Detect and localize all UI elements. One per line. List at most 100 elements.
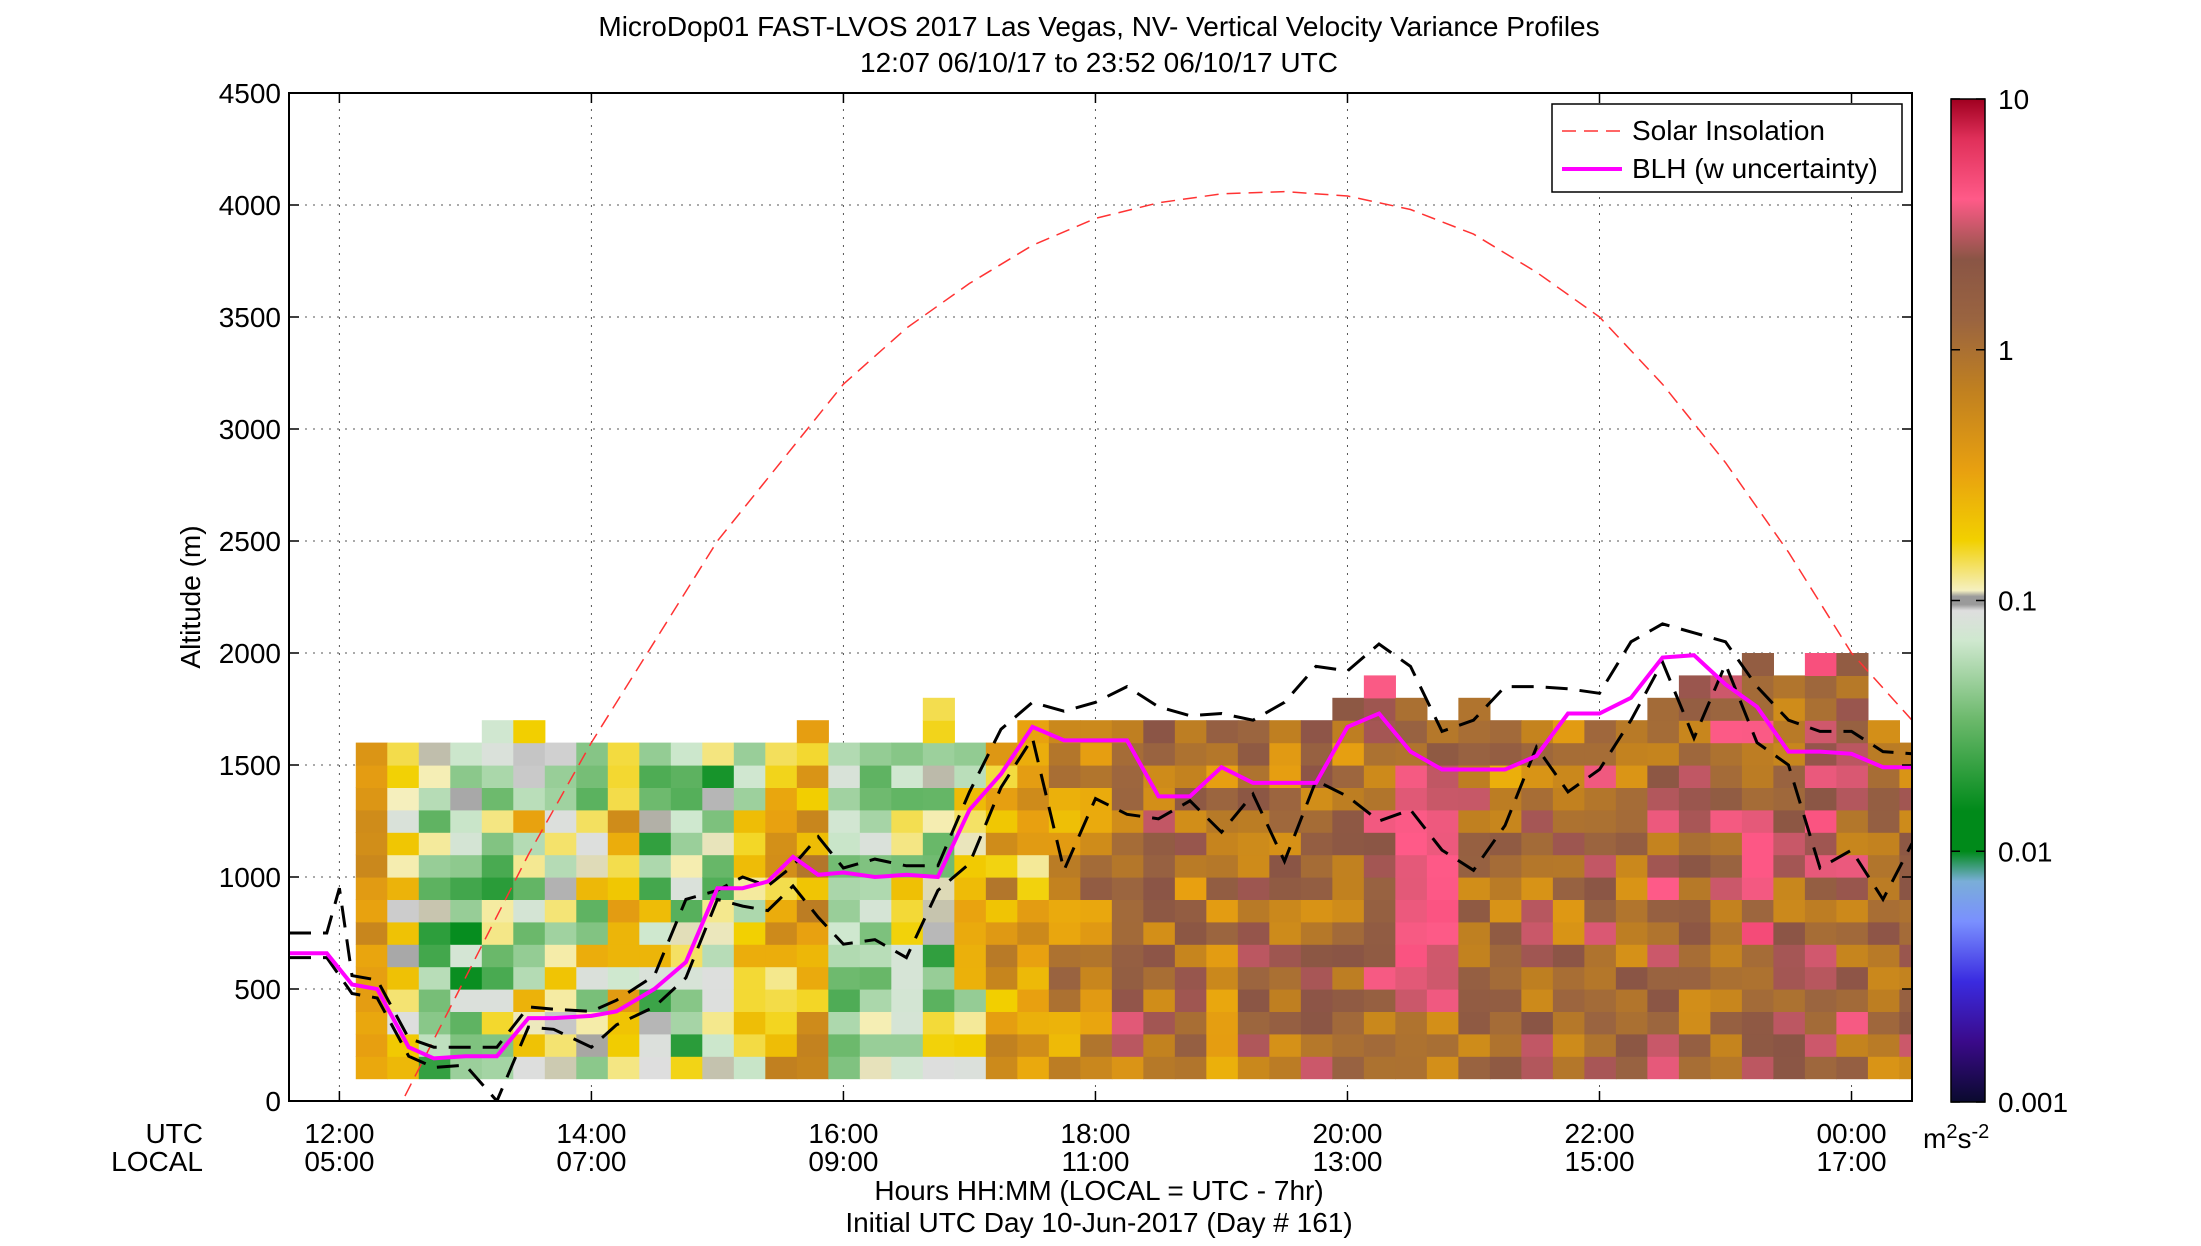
heatmap-cell — [1584, 787, 1617, 811]
heatmap-cell — [1552, 787, 1585, 811]
heatmap-cell — [355, 899, 388, 923]
heatmap-cell — [2088, 810, 2120, 833]
heatmap-cell — [1647, 921, 1680, 945]
colorbar-tick-label: 1 — [1998, 335, 2014, 366]
heatmap-cell — [1741, 787, 1774, 811]
heatmap-cell — [2183, 989, 2201, 1012]
heatmap-cell — [1426, 966, 1459, 990]
heatmap-cell — [828, 989, 861, 1012]
heatmap-cell — [1899, 854, 1912, 878]
heatmap-cell — [450, 787, 483, 811]
heatmap-cell — [859, 809, 892, 833]
heatmap-cell — [1615, 899, 1648, 923]
heatmap-cell — [1143, 877, 1176, 900]
heatmap-cell — [1552, 1033, 1585, 1057]
heatmap-cell — [544, 989, 577, 1012]
heatmap-cell — [1773, 720, 1806, 744]
heatmap-cell — [513, 787, 546, 811]
heatmap-cell — [891, 989, 924, 1012]
heatmap-cell — [1773, 921, 1806, 945]
heatmap-cell — [1489, 854, 1522, 878]
heatmap-cell — [2025, 922, 2057, 945]
heatmap-cell — [418, 809, 451, 833]
heatmap-cell — [702, 742, 735, 766]
heatmap-cell — [1994, 899, 2026, 922]
heatmap-cell — [1458, 944, 1491, 968]
heatmap-cell — [1300, 966, 1333, 990]
heatmap-cell — [1678, 765, 1711, 788]
heatmap-cell — [1111, 1033, 1144, 1057]
y-tick-label: 3500 — [219, 302, 281, 333]
heatmap-cell — [985, 989, 1018, 1012]
heatmap-cell — [796, 720, 829, 744]
heatmap-cell — [985, 1011, 1018, 1035]
heatmap-cell — [1017, 809, 1050, 833]
heatmap-cell — [1111, 944, 1144, 968]
heatmap-cell — [828, 787, 861, 811]
heatmap-cell — [1584, 877, 1617, 900]
heatmap-cell — [2120, 810, 2152, 833]
heatmap-cell — [1867, 1033, 1900, 1057]
heatmap-cell — [1017, 944, 1050, 968]
heatmap-cell — [891, 877, 924, 900]
heatmap-cell — [1994, 675, 2026, 698]
heatmap-cell — [1710, 944, 1743, 968]
heatmap-cell — [1647, 697, 1680, 721]
heatmap-cell — [2151, 720, 2183, 743]
heatmap-cell — [607, 742, 640, 766]
heatmap-cell — [1521, 832, 1554, 856]
heatmap-cell — [702, 1033, 735, 1057]
heatmap-cell — [576, 787, 609, 811]
heatmap-cell — [639, 921, 672, 945]
heatmap-cell — [1899, 877, 1912, 900]
heatmap-cell — [1773, 899, 1806, 923]
heatmap-cell — [765, 1056, 798, 1080]
heatmap-cell — [2183, 1056, 2201, 1079]
heatmap-cell — [2183, 944, 2201, 967]
heatmap-cell — [1773, 1011, 1806, 1035]
heatmap-cell — [1426, 899, 1459, 923]
heatmap-cell — [1237, 877, 1270, 900]
heatmap-cell — [922, 742, 955, 766]
heatmap-cell — [576, 877, 609, 900]
heatmap-cell — [1552, 989, 1585, 1012]
heatmap-cell — [1269, 877, 1302, 900]
heatmap-cell — [1363, 877, 1396, 900]
heatmap-cell — [513, 720, 546, 744]
heatmap-cell — [1867, 720, 1900, 744]
heatmap-cell — [1994, 810, 2026, 833]
heatmap-cell — [2088, 877, 2120, 900]
heatmap-cell — [1867, 944, 1900, 968]
heatmap-cell — [1017, 877, 1050, 900]
heatmap-cell — [859, 832, 892, 856]
heatmap-cell — [1080, 877, 1113, 900]
heatmap-cell — [1994, 743, 2026, 766]
heatmap-cell — [1647, 989, 1680, 1012]
heatmap-cell — [1489, 944, 1522, 968]
heatmap-cell — [2151, 989, 2183, 1012]
heatmap-cell — [1678, 921, 1711, 945]
heatmap-cell — [2183, 765, 2201, 788]
heatmap-cell — [1048, 787, 1081, 811]
heatmap-cell — [639, 809, 672, 833]
heatmap-cell — [796, 1033, 829, 1057]
heatmap-cell — [2183, 810, 2201, 833]
heatmap-cell — [576, 989, 609, 1012]
heatmap-cell — [1836, 854, 1869, 878]
heatmap-cell — [1804, 765, 1837, 788]
heatmap-cell — [1994, 1011, 2026, 1034]
heatmap-cell — [481, 787, 514, 811]
heatmap-cell — [1332, 809, 1365, 833]
heatmap-cell — [2120, 1011, 2152, 1034]
heatmap-cell — [639, 742, 672, 766]
heatmap-cell — [1395, 1056, 1428, 1080]
heatmap-cell — [481, 1011, 514, 1035]
heatmap-cell — [1867, 921, 1900, 945]
heatmap-cell — [1426, 832, 1459, 856]
heatmap-cell — [1615, 765, 1648, 788]
heatmap-cell — [1111, 765, 1144, 788]
heatmap-cell — [1584, 832, 1617, 856]
heatmap-cell — [1521, 765, 1554, 788]
heatmap-cell — [1426, 1033, 1459, 1057]
